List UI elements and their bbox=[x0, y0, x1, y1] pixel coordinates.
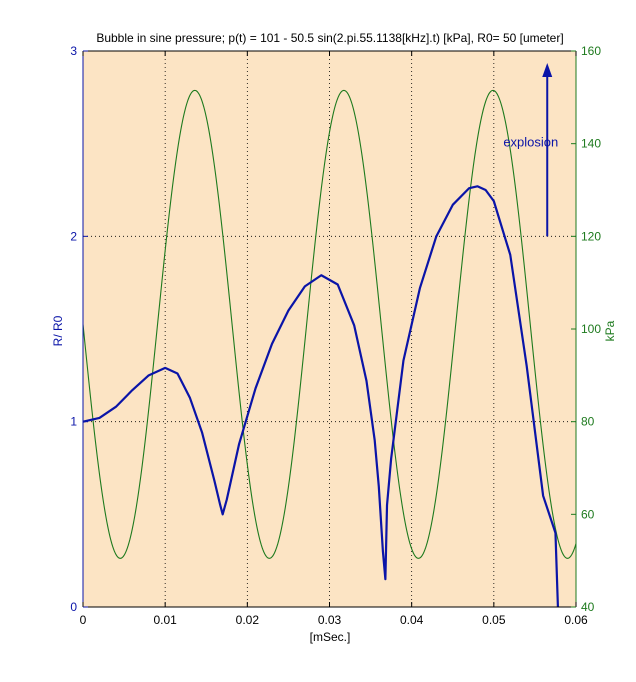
grid bbox=[83, 51, 576, 607]
x-tick-label: 0.04 bbox=[400, 613, 424, 627]
left-tick-label: 0 bbox=[70, 600, 77, 614]
left-tick-label: 2 bbox=[70, 229, 77, 243]
x-tick-label: 0.02 bbox=[236, 613, 260, 627]
right-axis-label: kPa bbox=[603, 320, 617, 341]
chart-title: Bubble in sine pressure; p(t) = 101 - 50… bbox=[96, 31, 563, 45]
x-tick-label: 0.05 bbox=[482, 613, 506, 627]
pressure-series bbox=[82, 89, 577, 559]
explosion-annotation: explosion bbox=[503, 63, 558, 237]
right-tick-label: 100 bbox=[581, 322, 601, 336]
right-tick-label: 120 bbox=[581, 229, 601, 243]
x-axis-ticks: 0 0.01 0.02 0.03 0.04 0.05 0.06 bbox=[80, 51, 588, 627]
right-tick-label: 40 bbox=[581, 600, 595, 614]
left-tick-label: 1 bbox=[70, 415, 77, 429]
x-tick-label: 0 bbox=[80, 613, 87, 627]
x-tick-label: 0.03 bbox=[318, 613, 342, 627]
x-tick-label: 0.01 bbox=[153, 613, 177, 627]
left-tick-label: 3 bbox=[70, 44, 77, 58]
left-axis-ticks: 0 1 2 3 bbox=[70, 44, 88, 614]
left-axis-label: R/ R0 bbox=[51, 315, 65, 346]
x-tick-label: 0.06 bbox=[564, 613, 588, 627]
right-tick-label: 60 bbox=[581, 507, 595, 521]
right-axis-ticks: 40 60 80 100 120 140 160 bbox=[571, 44, 601, 614]
radius-line bbox=[82, 185, 560, 608]
radius-series bbox=[82, 185, 560, 608]
x-axis-label: [mSec.] bbox=[310, 630, 351, 644]
right-tick-label: 160 bbox=[581, 44, 601, 58]
pressure-line bbox=[82, 89, 577, 559]
right-tick-label: 140 bbox=[581, 137, 601, 151]
explosion-arrow-head bbox=[542, 63, 553, 77]
right-tick-label: 80 bbox=[581, 415, 595, 429]
explosion-label: explosion bbox=[503, 135, 558, 150]
